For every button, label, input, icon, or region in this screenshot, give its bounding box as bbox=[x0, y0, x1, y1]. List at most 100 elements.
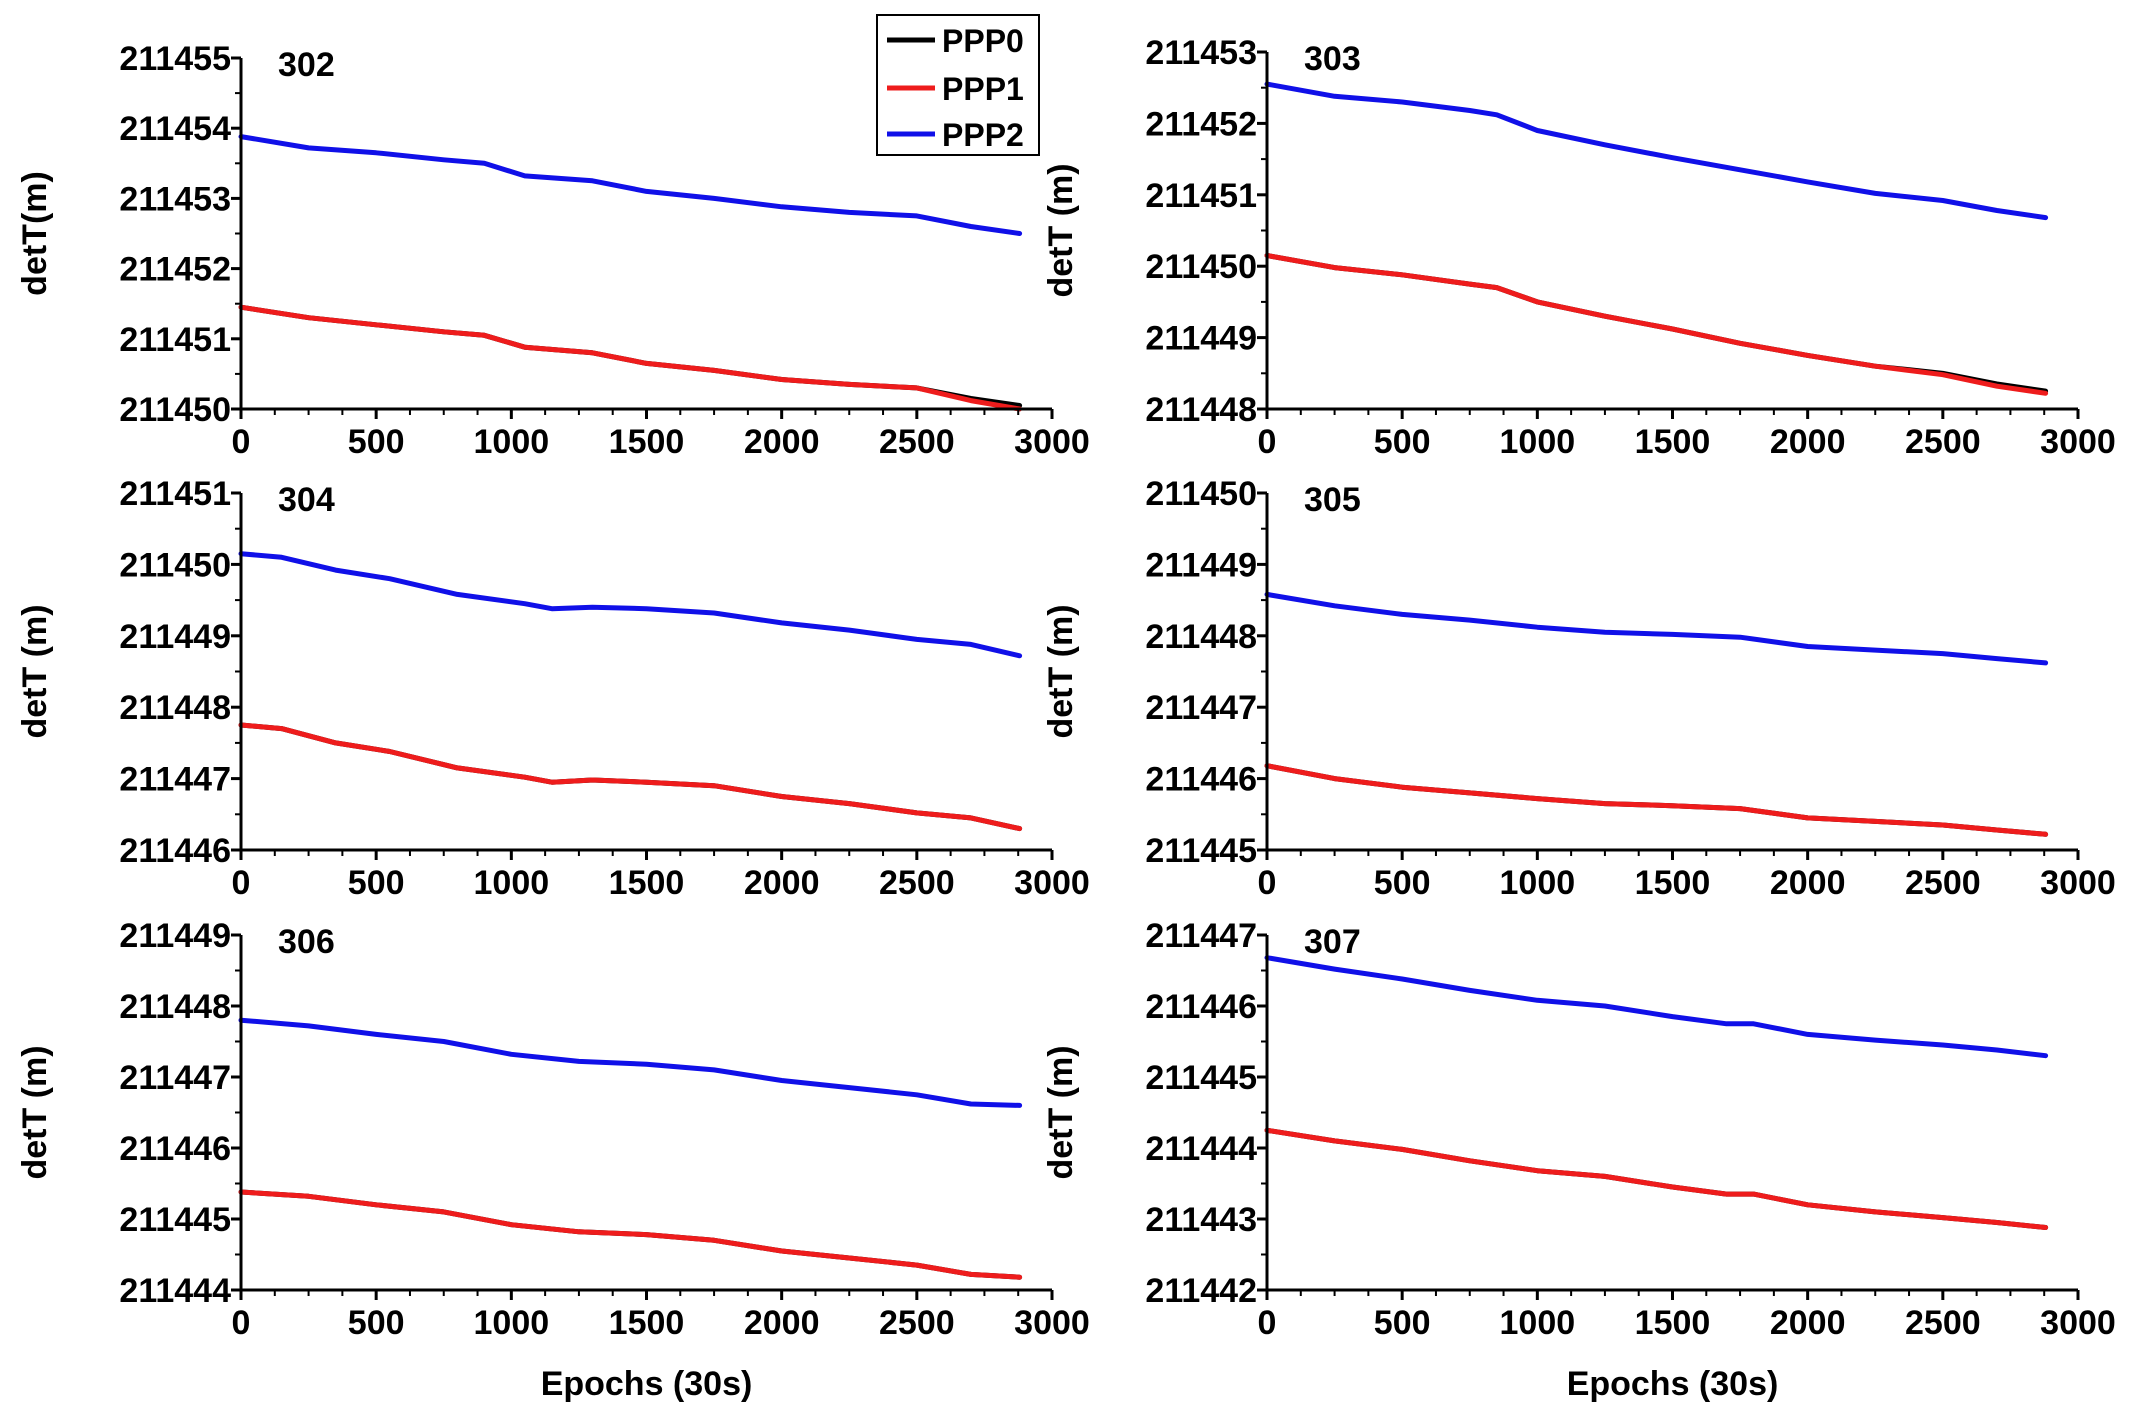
y-tick-label-302-5: 211455 bbox=[119, 40, 231, 78]
x-tick-label-303-1: 500 bbox=[1374, 423, 1431, 461]
y-tick-label-304-4: 211450 bbox=[119, 546, 231, 584]
x-tick-label-302-6: 3000 bbox=[1014, 423, 1090, 461]
x-tick-label-306-5: 2500 bbox=[879, 1304, 955, 1342]
y-tick-label-307-1: 211443 bbox=[1145, 1201, 1257, 1239]
y-tick-label-305-5: 211450 bbox=[1145, 475, 1257, 513]
x-tick-label-306-1: 500 bbox=[348, 1304, 405, 1342]
legend-label-ppp0: PPP0 bbox=[942, 23, 1024, 59]
y-tick-label-305-3: 211448 bbox=[1145, 618, 1257, 656]
x-tick-label-305-1: 500 bbox=[1374, 864, 1431, 902]
panel-307: 211442 211443 211444 211445 211446 211447 0 500… bbox=[1042, 917, 2116, 1403]
y-tick-label-306-0: 211444 bbox=[119, 1272, 231, 1310]
x-tick-label-307-6: 3000 bbox=[2040, 1304, 2116, 1342]
y-tick-label-305-1: 211446 bbox=[1145, 761, 1257, 799]
x-tick-label-304-6: 3000 bbox=[1014, 864, 1090, 902]
x-tick-label-306-2: 1000 bbox=[474, 1304, 550, 1342]
x-tick-label-302-1: 500 bbox=[348, 423, 405, 461]
panel-302: 211450 211451 211452 211453 211454 211455 0 500… bbox=[16, 40, 1090, 461]
x-tick-label-303-4: 2000 bbox=[1770, 423, 1846, 461]
series-line-ppp1-306 bbox=[238, 1189, 1023, 1280]
x-tick-label-307-0: 0 bbox=[1258, 1304, 1277, 1342]
y-axis-label-306: detT (m) bbox=[16, 1045, 54, 1179]
x-tick-label-304-1: 500 bbox=[348, 864, 405, 902]
panel-number-303: 303 bbox=[1304, 40, 1361, 78]
x-tick-label-305-5: 2500 bbox=[1905, 864, 1981, 902]
y-tick-label-305-2: 211447 bbox=[1145, 689, 1257, 727]
x-tick-label-303-2: 1000 bbox=[1500, 423, 1576, 461]
y-tick-label-303-4: 211452 bbox=[1145, 105, 1257, 143]
panel-number-304: 304 bbox=[278, 481, 335, 519]
y-tick-label-304-3: 211449 bbox=[119, 618, 231, 656]
y-tick-label-307-5: 211447 bbox=[1145, 917, 1257, 955]
x-tick-label-302-4: 2000 bbox=[744, 423, 820, 461]
x-tick-label-305-0: 0 bbox=[1258, 864, 1277, 902]
y-axis-label-303: detT (m) bbox=[1042, 163, 1080, 297]
series-line-ppp1-305 bbox=[1264, 763, 2049, 837]
x-tick-label-307-2: 1000 bbox=[1500, 1304, 1576, 1342]
series-line-ppp2-305 bbox=[1264, 591, 2049, 666]
panel-304: 211446 211447 211448 211449 211450 211451 0 500… bbox=[16, 475, 1090, 902]
y-axis-label-302: detT(m) bbox=[16, 171, 54, 296]
y-tick-label-305-4: 211449 bbox=[1145, 546, 1257, 584]
x-tick-label-306-6: 3000 bbox=[1014, 1304, 1090, 1342]
y-tick-label-307-2: 211444 bbox=[1145, 1130, 1257, 1168]
y-tick-label-306-2: 211446 bbox=[119, 1130, 231, 1168]
y-tick-label-302-3: 211453 bbox=[119, 180, 231, 218]
series-line-ppp2-302 bbox=[238, 134, 1023, 236]
x-tick-label-302-5: 2500 bbox=[879, 423, 955, 461]
x-tick-label-305-3: 1500 bbox=[1635, 864, 1711, 902]
panel-305: 211445 211446 211447 211448 211449 211450 0 500… bbox=[1042, 475, 2116, 902]
panel-number-307: 307 bbox=[1304, 923, 1361, 961]
x-tick-label-304-0: 0 bbox=[232, 864, 251, 902]
x-tick-label-304-3: 1500 bbox=[609, 864, 685, 902]
panel-number-305: 305 bbox=[1304, 481, 1361, 519]
y-axis-label-305: detT (m) bbox=[1042, 604, 1080, 738]
x-tick-label-306-0: 0 bbox=[232, 1304, 251, 1342]
y-tick-label-302-2: 211452 bbox=[119, 251, 231, 289]
x-tick-label-306-4: 2000 bbox=[744, 1304, 820, 1342]
series-line-ppp1-304 bbox=[238, 722, 1023, 832]
x-tick-label-304-4: 2000 bbox=[744, 864, 820, 902]
panel-number-302: 302 bbox=[278, 46, 335, 84]
y-tick-label-303-5: 211453 bbox=[1145, 34, 1257, 72]
y-tick-label-302-1: 211451 bbox=[119, 321, 231, 359]
y-tick-label-307-3: 211445 bbox=[1145, 1059, 1257, 1097]
y-tick-label-305-0: 211445 bbox=[1145, 832, 1257, 870]
series-line-ppp1-302 bbox=[238, 304, 1023, 412]
x-tick-label-302-3: 1500 bbox=[609, 423, 685, 461]
x-tick-label-302-0: 0 bbox=[232, 423, 251, 461]
x-tick-label-307-3: 1500 bbox=[1635, 1304, 1711, 1342]
y-tick-label-302-4: 211454 bbox=[119, 110, 231, 148]
y-tick-label-304-5: 211451 bbox=[119, 475, 231, 513]
x-tick-label-303-6: 3000 bbox=[2040, 423, 2116, 461]
series-line-ppp2-306 bbox=[238, 1017, 1023, 1108]
series-line-ppp1-307 bbox=[1264, 1127, 2049, 1230]
x-axis-label-307: Epochs (30s) bbox=[1567, 1365, 1779, 1403]
x-tick-label-303-0: 0 bbox=[1258, 423, 1277, 461]
y-tick-label-303-2: 211450 bbox=[1145, 248, 1257, 286]
series-line-ppp2-304 bbox=[238, 551, 1023, 659]
y-tick-label-306-1: 211445 bbox=[119, 1201, 231, 1239]
y-tick-label-303-3: 211451 bbox=[1145, 177, 1257, 215]
x-tick-label-306-3: 1500 bbox=[609, 1304, 685, 1342]
y-tick-label-307-0: 211442 bbox=[1145, 1272, 1257, 1310]
y-tick-label-303-0: 211448 bbox=[1145, 391, 1257, 429]
y-tick-label-306-4: 211448 bbox=[119, 988, 231, 1026]
panel-306: 211444 211445 211446 211447 211448 211449 0 500… bbox=[16, 917, 1090, 1403]
x-tick-label-303-3: 1500 bbox=[1635, 423, 1711, 461]
y-tick-label-303-1: 211449 bbox=[1145, 320, 1257, 358]
x-tick-label-304-5: 2500 bbox=[879, 864, 955, 902]
chart-panels: 211450 211451 211452 211453 211454 211455 0 500… bbox=[16, 34, 2116, 1403]
x-tick-label-307-5: 2500 bbox=[1905, 1304, 1981, 1342]
y-tick-label-307-4: 211446 bbox=[1145, 988, 1257, 1026]
x-tick-label-305-2: 1000 bbox=[1500, 864, 1576, 902]
y-tick-label-304-1: 211447 bbox=[119, 761, 231, 799]
y-axis-label-307: detT (m) bbox=[1042, 1045, 1080, 1179]
x-tick-label-304-2: 1000 bbox=[474, 864, 550, 902]
y-axis-label-304: detT (m) bbox=[16, 604, 54, 738]
series-line-ppp2-303 bbox=[1264, 81, 2049, 221]
x-tick-label-305-6: 3000 bbox=[2040, 864, 2116, 902]
y-tick-label-302-0: 211450 bbox=[119, 391, 231, 429]
y-tick-label-304-2: 211448 bbox=[119, 689, 231, 727]
